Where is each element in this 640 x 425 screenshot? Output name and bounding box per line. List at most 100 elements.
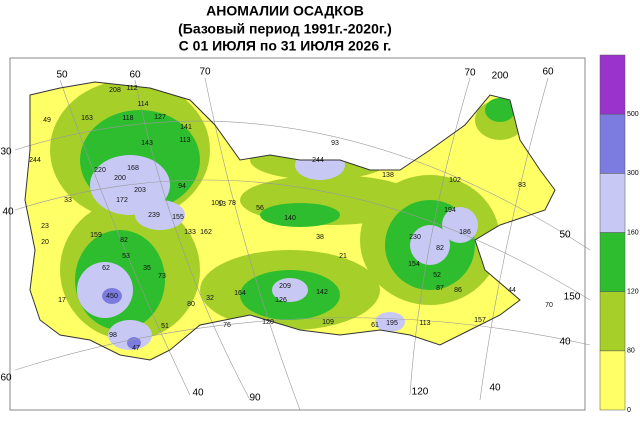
station-value: 127 xyxy=(154,114,166,121)
station-value: 33 xyxy=(64,197,72,204)
station-value: 163 xyxy=(81,115,93,122)
legend-label: 120 xyxy=(627,289,639,296)
station-value: 82 xyxy=(120,237,128,244)
grid-label: 60 xyxy=(0,373,12,384)
station-value: 208 xyxy=(109,87,121,94)
station-value: 159 xyxy=(90,232,102,239)
station-value: 133 xyxy=(184,229,196,236)
grid-label: 60 xyxy=(542,67,554,78)
station-value: 102 xyxy=(449,177,461,184)
station-value: 87 xyxy=(436,285,444,292)
station-value: 155 xyxy=(172,214,184,221)
station-value: 47 xyxy=(132,345,140,352)
station-value: 80 xyxy=(187,301,195,308)
station-value: 118 xyxy=(122,115,133,122)
grid-label: 70 xyxy=(199,67,211,78)
station-value: 164 xyxy=(234,290,246,297)
legend-swatch xyxy=(599,173,626,233)
grid-label: 40 xyxy=(489,383,501,394)
map xyxy=(14,77,591,411)
station-value: 93 xyxy=(331,140,339,147)
station-value: 70 xyxy=(545,302,553,309)
station-value: 141 xyxy=(180,124,192,131)
station-value: 157 xyxy=(474,317,486,324)
legend-swatch xyxy=(599,291,626,352)
station-value: 244 xyxy=(29,157,41,164)
station-value: 142 xyxy=(316,289,328,296)
station-value: 230 xyxy=(409,234,421,241)
station-value: 450 xyxy=(106,293,118,300)
station-value: 112 xyxy=(126,85,137,92)
station-value: 239 xyxy=(148,212,160,219)
station-value: 21 xyxy=(339,253,347,260)
station-value: 126 xyxy=(275,297,287,304)
station-value: 162 xyxy=(200,229,212,236)
station-value: 209 xyxy=(279,283,291,290)
legend-label: 500 xyxy=(627,111,639,118)
period: С 01 ИЮЛЯ по 31 ИЮЛЯ 2026 г. xyxy=(179,38,392,54)
station-value: 56 xyxy=(256,205,264,212)
station-value: 53 xyxy=(122,253,130,260)
legend-label: 0 xyxy=(627,407,631,414)
station-value: 51 xyxy=(161,323,169,330)
station-value: 140 xyxy=(284,215,296,222)
grid-label: 50 xyxy=(559,230,571,241)
grid-label: 90 xyxy=(249,393,261,404)
grid-label: 50 xyxy=(56,70,68,81)
legend-swatch xyxy=(599,350,626,411)
station-value: 94 xyxy=(178,183,186,190)
station-value: 138 xyxy=(382,172,394,179)
station-value: 186 xyxy=(459,229,471,236)
border xyxy=(24,81,556,361)
station-value: 195 xyxy=(386,320,398,327)
grid-label: 40 xyxy=(2,207,14,218)
station-value: 20 xyxy=(41,239,49,246)
station-value: 13 xyxy=(218,201,226,208)
title: АНОМАЛИИ ОСАДКОВ xyxy=(206,3,364,19)
station-value: 44 xyxy=(508,287,516,294)
legend-swatch xyxy=(599,232,626,292)
station-value: 98 xyxy=(109,332,117,339)
grid-label: 200 xyxy=(492,71,509,82)
subtitle: (Базовый период 1991г.-2020г.) xyxy=(178,21,392,37)
station-value: 78 xyxy=(228,200,236,207)
station-value: 35 xyxy=(143,265,151,272)
station-value: 143 xyxy=(141,140,153,147)
station-value: 73 xyxy=(158,273,166,280)
station-value: 32 xyxy=(206,295,214,302)
legend-swatch xyxy=(599,54,626,115)
station-value: 38 xyxy=(316,234,324,241)
station-value: 100 xyxy=(211,200,223,207)
station-value: 86 xyxy=(454,287,462,294)
station-value: 168 xyxy=(127,165,139,172)
station-value: 172 xyxy=(116,197,128,204)
station-value: 83 xyxy=(518,182,526,189)
station-value: 200 xyxy=(114,175,126,182)
station-value: 120 xyxy=(262,319,274,326)
station-value: 203 xyxy=(134,187,146,194)
station-value: 109 xyxy=(322,319,334,326)
legend-swatch xyxy=(599,113,626,174)
station-value: 82 xyxy=(436,245,444,252)
station-value: 244 xyxy=(312,157,324,164)
station-value: 220 xyxy=(94,167,106,174)
legend-label: 160 xyxy=(627,229,639,236)
station-value: 194 xyxy=(444,207,456,214)
grid-label: 150 xyxy=(564,292,581,303)
station-value: 154 xyxy=(408,261,420,268)
grid-label: 40 xyxy=(192,388,204,399)
grid-label: 70 xyxy=(464,68,476,79)
zones xyxy=(50,82,525,350)
grid-label: 40 xyxy=(559,337,571,348)
station-value: 17 xyxy=(58,297,66,304)
station-value: 23 xyxy=(41,223,49,230)
station-value: 113 xyxy=(179,137,190,144)
station-value: 52 xyxy=(433,272,441,279)
station-value: 113 xyxy=(419,320,430,327)
grid-label: 120 xyxy=(412,387,429,398)
station-value: 114 xyxy=(137,101,148,108)
station-value: 62 xyxy=(102,265,110,272)
grid-label: 60 xyxy=(129,70,141,81)
station-value: 76 xyxy=(223,322,231,329)
